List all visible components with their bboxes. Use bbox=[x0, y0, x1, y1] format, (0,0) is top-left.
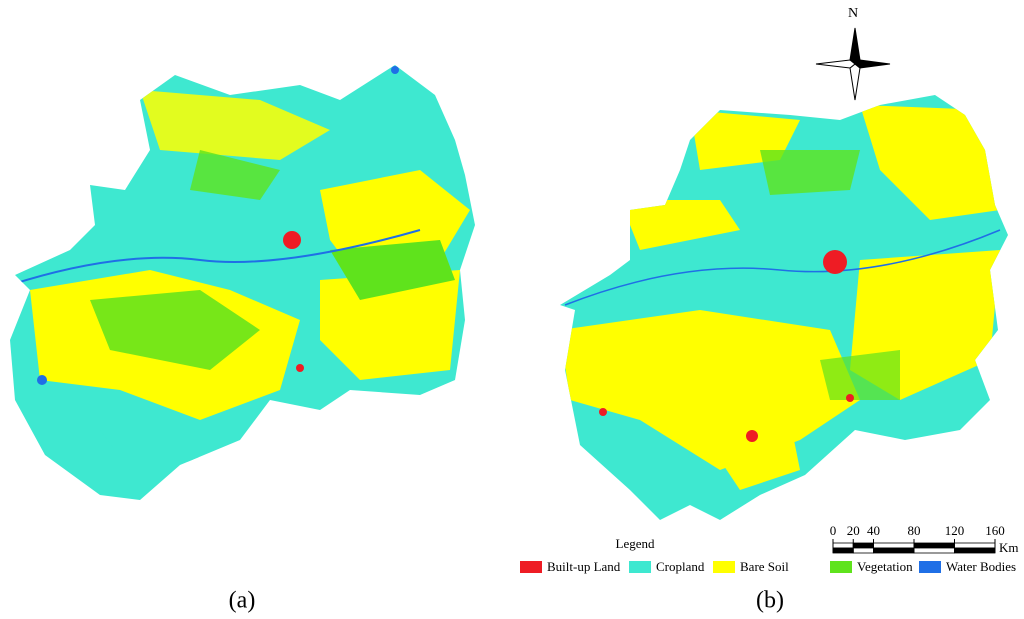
scale-segment bbox=[913, 547, 955, 554]
map-a bbox=[10, 65, 475, 500]
legend-swatch bbox=[919, 561, 941, 573]
legend-swatch bbox=[713, 561, 735, 573]
scale-segment bbox=[873, 547, 915, 554]
scale-segment bbox=[873, 542, 915, 549]
scale-unit: Km bbox=[999, 540, 1019, 555]
scale-segment bbox=[852, 547, 874, 554]
scale-tick-label: 20 bbox=[847, 523, 860, 538]
scale-tick-label: 80 bbox=[908, 523, 921, 538]
legend-label: Built-up Land bbox=[547, 559, 621, 574]
scale-segment bbox=[913, 542, 955, 549]
scale-segment bbox=[954, 542, 996, 549]
legend-swatch bbox=[830, 561, 852, 573]
north-label: N bbox=[848, 6, 858, 21]
legend-swatch bbox=[629, 561, 651, 573]
legend-label: Vegetation bbox=[857, 559, 913, 574]
legend-label: Bare Soil bbox=[740, 559, 789, 574]
scale-segment bbox=[852, 542, 874, 549]
scale-segment bbox=[832, 547, 854, 554]
scale-segment bbox=[832, 542, 854, 549]
legend-title: Legend bbox=[616, 536, 655, 551]
panel-label: (b) bbox=[756, 588, 784, 614]
legend-label: Water Bodies bbox=[946, 559, 1016, 574]
scale-tick-label: 120 bbox=[945, 523, 965, 538]
scale-segment bbox=[954, 547, 996, 554]
scale-tick-label: 0 bbox=[830, 523, 837, 538]
map-b bbox=[560, 95, 1008, 520]
scale-tick-label: 160 bbox=[985, 523, 1005, 538]
scale-tick-label: 40 bbox=[867, 523, 880, 538]
legend-label: Cropland bbox=[656, 559, 705, 574]
north-arrow bbox=[815, 27, 891, 101]
legend-swatch bbox=[520, 561, 542, 573]
panel-label: (a) bbox=[229, 588, 256, 614]
legend-and-scale: Built-up Land Cropland Bare Soil Vegetation… bbox=[520, 523, 1019, 574]
